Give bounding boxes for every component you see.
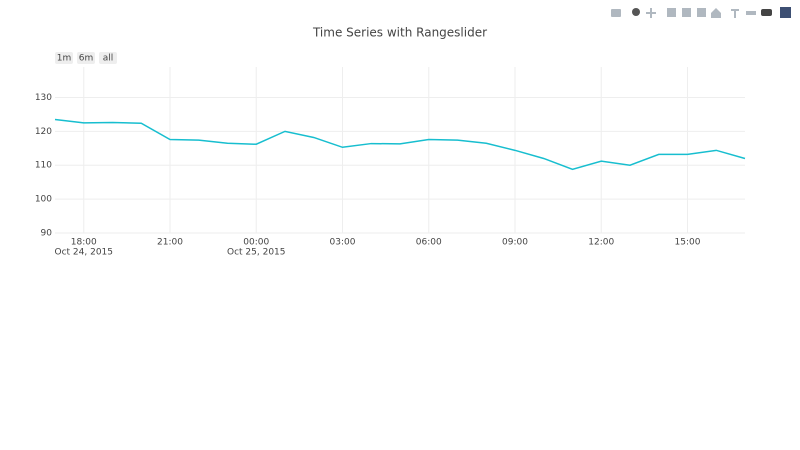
y-tick-label: 100 — [35, 195, 52, 205]
x-tick-label: 09:00 — [502, 238, 528, 248]
y-tick-label: 120 — [35, 127, 52, 137]
y-tick-label: 130 — [35, 93, 52, 103]
pan-icon[interactable] — [646, 8, 656, 18]
zoom-out-icon[interactable] — [682, 8, 691, 17]
range-button[interactable] — [77, 52, 95, 64]
range-button[interactable] — [55, 52, 73, 64]
range-button[interactable] — [99, 52, 117, 64]
x-tick-sublabel: Oct 24, 2015 — [55, 248, 114, 258]
x-tick-label: 21:00 — [157, 238, 183, 248]
chart-title: Time Series with Rangeslider — [312, 26, 487, 40]
y-tick-label: 110 — [35, 161, 52, 171]
plotly-logo[interactable] — [780, 7, 791, 18]
line-series — [54, 118, 746, 171]
hover-closest-icon[interactable] — [746, 11, 756, 15]
home-icon[interactable] — [711, 8, 721, 18]
x-tick-label: 18:00 — [71, 238, 97, 248]
x-tick-label: 03:00 — [330, 238, 356, 248]
x-tick-label: 15:00 — [675, 238, 701, 248]
x-tick-label: 00:00 — [243, 238, 269, 248]
range-button-label[interactable]: 1m — [57, 54, 72, 64]
spike-icon[interactable] — [731, 9, 739, 18]
range-button-label[interactable]: all — [103, 54, 114, 64]
autoscale-icon[interactable] — [697, 8, 706, 17]
range-button-label[interactable]: 6m — [79, 54, 94, 64]
y-tick-label: 90 — [41, 229, 53, 239]
camera-icon[interactable] — [611, 9, 621, 17]
hover-compare-icon[interactable] — [761, 9, 772, 16]
x-tick-label: 12:00 — [588, 238, 614, 248]
x-tick-label: 06:00 — [416, 238, 442, 248]
zoom-in-icon[interactable] — [667, 8, 676, 17]
zoom-icon[interactable] — [632, 8, 640, 16]
toolbar — [611, 7, 791, 18]
x-tick-sublabel: Oct 25, 2015 — [227, 248, 286, 258]
